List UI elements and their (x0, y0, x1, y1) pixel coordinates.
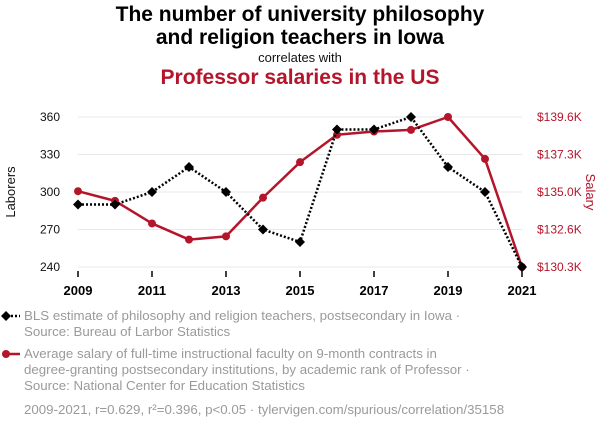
salary-point (481, 154, 489, 163)
salary-point (407, 125, 415, 134)
laborers-point (480, 187, 490, 197)
x-tick-label: 2009 (64, 283, 93, 298)
legend-marker-circle (2, 350, 10, 358)
y-axis-label-right: Salary (583, 174, 598, 211)
salary-point (222, 232, 230, 241)
chart-subtitle: Professor salaries in the US (160, 66, 440, 89)
legend-series1-line1: BLS estimate of philosophy and religion … (24, 308, 461, 323)
x-tick-label: 2019 (434, 283, 463, 298)
x-tick-label: 2017 (360, 283, 389, 298)
x-tick-label: 2013 (212, 283, 241, 298)
laborers-point (147, 187, 157, 197)
chart-footer: 2009-2021, r=0.629, r²=0.396, p<0.05 · t… (24, 402, 505, 417)
salary-point (185, 235, 193, 244)
legend-series2-line1: Average salary of full-time instructiona… (24, 346, 437, 361)
y-tick-right: $132.6K (537, 223, 582, 237)
legend-marker-diamond (1, 311, 11, 321)
y-tick-left: 360 (40, 110, 60, 124)
laborers-point (369, 124, 379, 135)
legend-series2-line3: Source: National Center for Education St… (24, 378, 305, 393)
y-tick-left: 270 (40, 223, 60, 237)
legend-series2: Average salary of full-time instructiona… (24, 346, 470, 394)
y-tick-right: $130.3K (537, 260, 582, 274)
y-tick-right: $137.3K (537, 148, 582, 162)
laborers-point (295, 237, 305, 247)
correlates-label: correlates with (258, 50, 342, 65)
salary-point (259, 193, 267, 202)
laborers-point (406, 112, 416, 122)
y-tick-left: 330 (40, 148, 60, 162)
y-tick-right: $135.0K (537, 185, 582, 199)
laborers-point (221, 187, 231, 197)
chart-title-line1: The number of university philosophy (115, 3, 485, 26)
chart-title-line2: and religion teachers in Iowa (155, 26, 445, 49)
y-tick-left: 240 (40, 260, 60, 274)
laborers-point (332, 124, 342, 135)
salary-point (296, 158, 304, 167)
series-laborers (73, 112, 527, 272)
x-tick-label: 2015 (286, 283, 315, 298)
y-tick-right: $139.6K (537, 110, 582, 124)
legend-series1: BLS estimate of philosophy and religion … (24, 308, 460, 340)
x-tick-label: 2021 (508, 283, 537, 298)
legend-series2-line2: degree-granting postsecondary institutio… (24, 362, 470, 377)
y-axis-label-left: Laborers (3, 166, 18, 218)
salary-point (148, 219, 156, 228)
salary-point (74, 187, 82, 196)
laborers-point (110, 199, 120, 210)
laborers-point (258, 224, 268, 235)
laborers-point (73, 199, 83, 210)
x-tick-label: 2011 (138, 283, 166, 298)
laborers-point (184, 162, 194, 172)
salary-point (444, 113, 452, 121)
axis-labels: 240 $130.3K 270 $132.6K 300 $135.0K 330 $137.3K… (3, 110, 598, 298)
y-tick-left: 300 (40, 185, 60, 199)
laborers-point (443, 162, 453, 172)
legend-series1-line2: Source: Bureau of Larbor Statistics (24, 324, 231, 339)
laborers-point (517, 262, 527, 272)
legend-marks (1, 311, 20, 358)
